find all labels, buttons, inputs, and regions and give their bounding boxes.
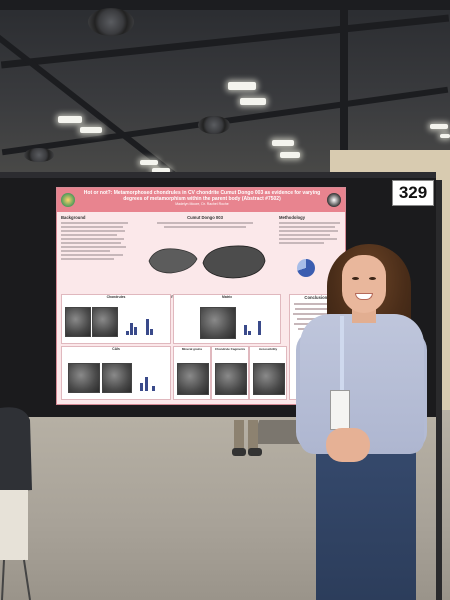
panel-heading: Chondrule fragments [214,347,246,351]
ceiling-beam [340,0,348,150]
ceiling-vent [198,116,230,134]
matrix-panel: Matrix [173,294,281,344]
ceiling-light [152,168,170,173]
presenter-face [342,255,386,313]
chondrule-fragments-panel: Chondrule fragments [211,346,249,400]
text-line [279,234,331,236]
society-logo [327,193,341,207]
text-line [279,230,338,232]
micrograph-image [253,363,285,395]
poster-board-frame [0,172,436,178]
panel-heading: Mineral grains [181,347,203,351]
text-line [61,254,123,256]
background-person-legs [232,420,262,456]
ceiling-light [80,127,102,133]
text-line [279,238,337,240]
panel-heading: CAIs [112,347,120,351]
eye [352,277,359,280]
text-line [61,246,127,248]
text-line [293,313,341,315]
chair [0,407,32,600]
text-line [279,242,324,244]
ceiling-light [440,134,450,138]
eye [369,277,376,280]
pie-chart [297,259,315,277]
micrograph-image [215,363,247,395]
text-line [157,222,253,224]
presenter-jeans [316,448,416,600]
histogram [120,309,166,335]
micrograph-image [68,363,100,393]
histogram [136,367,164,391]
analysis-heading: Analyzing the components of CD 003 [61,285,271,299]
background-section: Background [61,215,131,281]
micrograph-image [200,307,236,339]
name-badge [330,390,350,430]
text-line [164,226,246,228]
text-line [61,234,117,236]
chondrules-panel: Chondrules [61,294,171,344]
accessibility-panel: Accessibility [249,346,287,400]
text-line [279,222,340,224]
ceiling-light [228,82,256,90]
cais-panel: CAIs [61,346,171,400]
ceiling-light [140,160,158,165]
panel-heading: Conclusions [304,295,330,300]
text-line [61,250,110,252]
text-line [61,230,126,232]
text-line [294,303,340,305]
text-line [61,226,123,228]
research-poster: Hot or not?: Metamorphosed chondrules in… [56,187,346,405]
mineral-grains-panel: Mineral grains [173,346,211,400]
micrograph-image [177,363,209,395]
methodology-section: Methodology [279,215,343,281]
micrograph-image [102,363,132,393]
booth-number-card: 329 [392,180,434,206]
ceiling-beam [0,0,450,10]
meteorite-slab-images [148,245,266,279]
micrograph-image [92,307,118,337]
ceiling-light [272,140,294,146]
histogram [238,309,276,335]
college-logo [61,193,75,207]
sample-section: Cumut Dongo 003 [137,215,273,281]
presenter-hands [326,428,370,462]
section-heading: Cumut Dongo 003 [187,215,223,220]
text-line [61,238,124,240]
poster-header [57,188,345,212]
text-line [279,226,336,228]
ceiling-light [280,152,300,158]
ceiling-light [58,116,82,123]
panel-heading: Matrix [222,295,232,299]
poster-authors: Madelyn Moore, Dr. Rachel Roche [175,202,229,206]
micrograph-image [65,307,91,337]
text-line [295,308,339,310]
text-line [61,258,115,260]
text-line [61,242,121,244]
panel-heading: Accessibility [258,347,278,351]
lanyard [332,316,352,396]
poster-title: Hot or not?: Metamorphosed chondrules in… [83,190,321,202]
ceiling-light [430,124,448,129]
poster-board-pole [436,180,442,600]
smile [355,293,373,300]
panel-heading: Chondrules [106,295,126,299]
text-line [61,222,128,224]
ceiling-vent [24,148,54,162]
section-heading: Methodology [279,215,306,220]
ceiling-light [240,98,266,105]
ceiling-vent [88,8,134,36]
section-heading: Background [61,215,86,220]
